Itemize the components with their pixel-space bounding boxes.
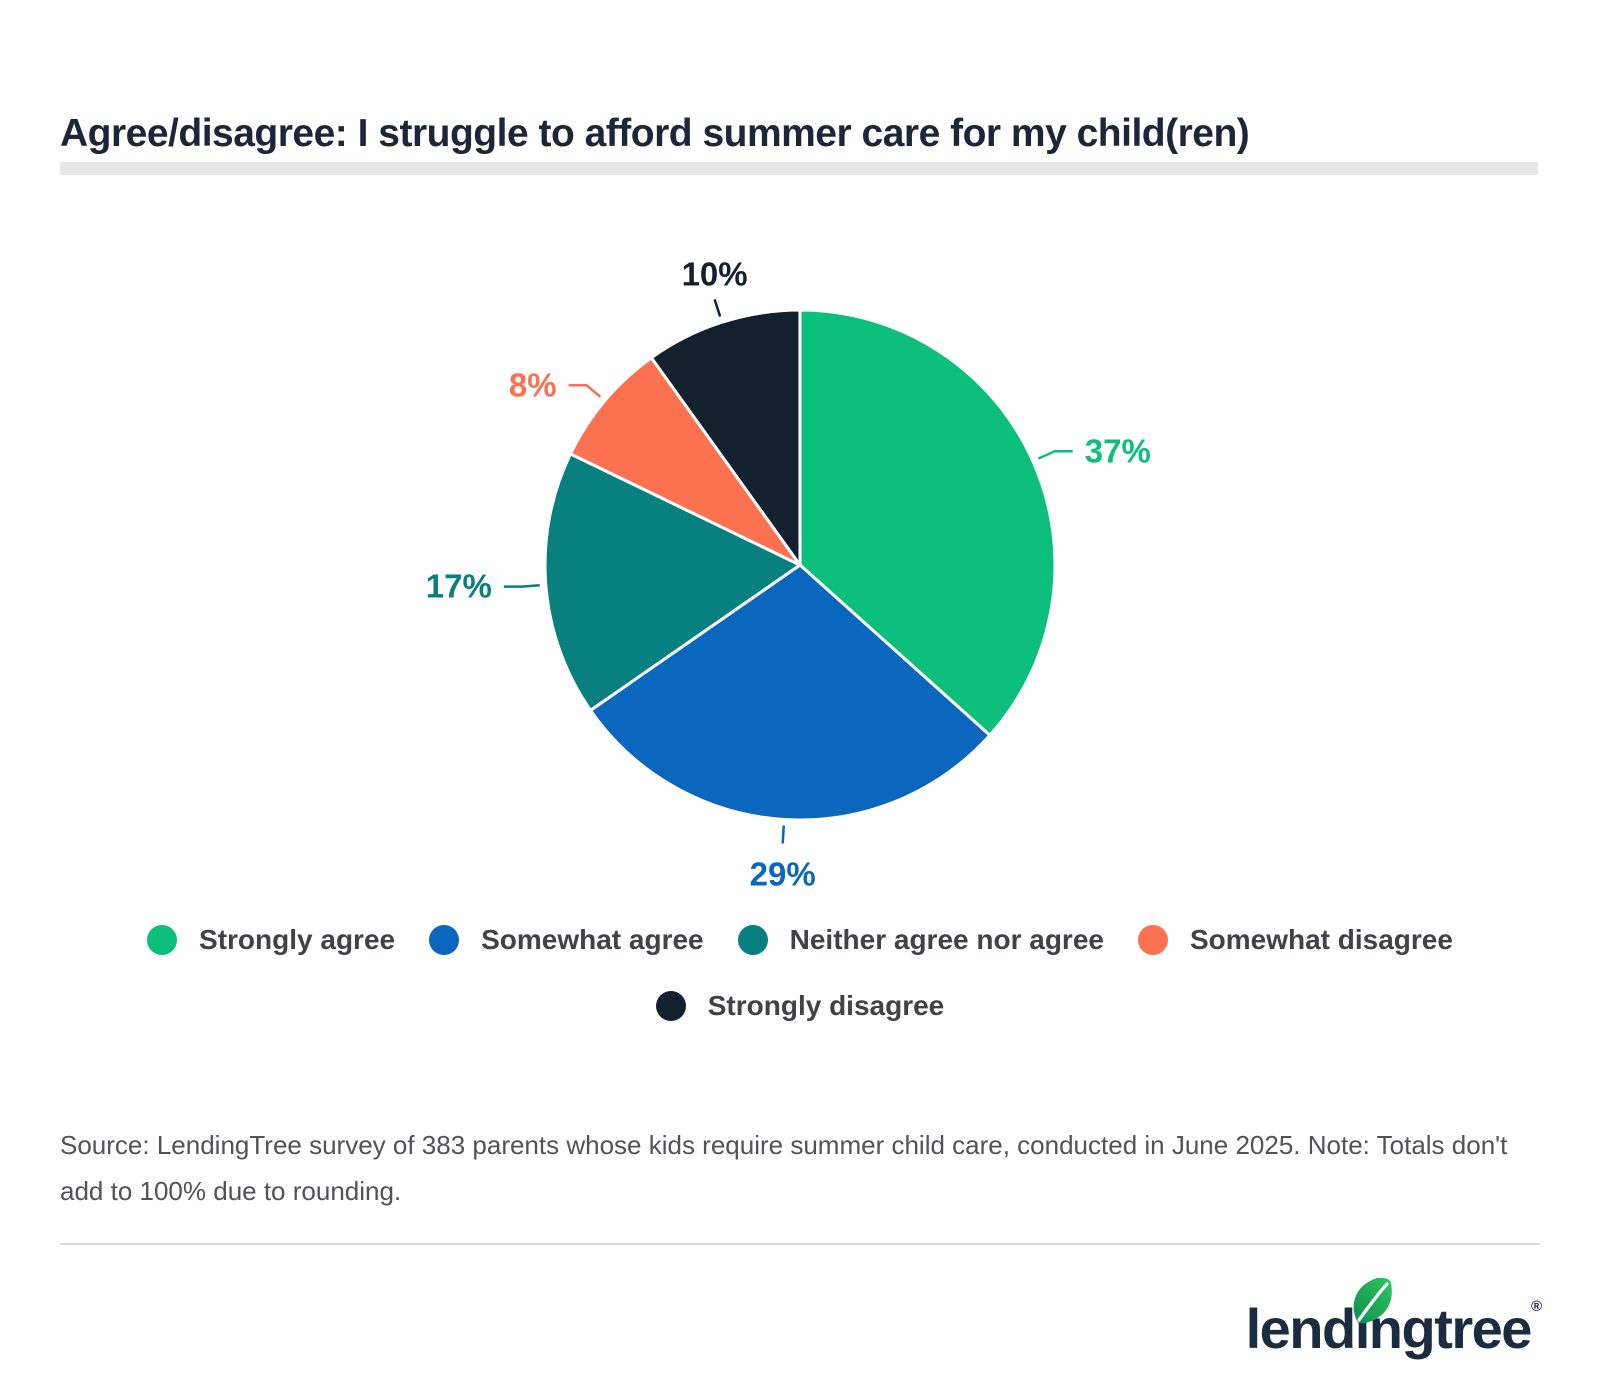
legend: Strongly agree Somewhat agree Neither agre… <box>0 924 1600 1022</box>
legend-item-somewhat-disagree[interactable]: Somewhat disagree <box>1137 924 1453 956</box>
legend-dot-strongly-agree <box>147 925 178 955</box>
source-note: Source: LendingTree survey of 383 parent… <box>60 1130 1508 1206</box>
pie-slice-somewhat-disagree[interactable] <box>568 356 802 567</box>
slice-value-label-somewhat-disagree: 8% <box>509 366 557 403</box>
lendingtree-logo: lendı ngtree® <box>1245 1277 1542 1366</box>
title-underline-bar <box>60 162 1538 175</box>
legend-label-somewhat-agree: Somewhat agree <box>481 924 704 955</box>
logo-i-wrap: ı <box>1353 1277 1392 1361</box>
legend-dot-neither-agree-nor-agree <box>737 925 768 955</box>
legend-dot-strongly-disagree <box>655 991 686 1021</box>
legend-row-1: Strongly agree Somewhat agree Neither agre… <box>147 924 1453 956</box>
legend-dot-somewhat-agree <box>429 925 460 955</box>
label-connector-neither-agree-nor-agree <box>503 584 540 588</box>
legend-item-strongly-disagree[interactable]: Strongly disagree <box>655 990 945 1022</box>
logo-text-lend: lend <box>1245 1297 1357 1360</box>
legend-label-somewhat-disagree: Somewhat disagree <box>1189 924 1453 955</box>
label-connector-strongly-disagree <box>713 299 722 317</box>
legend-label-strongly-agree: Strongly agree <box>199 924 396 955</box>
pie-slice-neither-agree-nor-agree[interactable] <box>543 452 802 712</box>
label-connector-strongly-agree <box>1037 450 1073 460</box>
logo-text: lendı ngtree <box>1245 1277 1533 1361</box>
pie-slice-strongly-disagree[interactable] <box>649 308 802 567</box>
pie-slice-somewhat-agree[interactable] <box>588 563 992 822</box>
footer-divider <box>60 1243 1540 1245</box>
chart-title: Agree/disagree: I struggle to afford sum… <box>60 112 1250 156</box>
legend-item-somewhat-agree[interactable]: Somewhat agree <box>429 924 704 956</box>
legend-label-neither-agree-nor-agree: Neither agree nor agree <box>789 924 1104 955</box>
legend-dot-somewhat-disagree <box>1137 925 1168 955</box>
registered-mark: ® <box>1530 1298 1542 1315</box>
legend-label-strongly-disagree: Strongly disagree <box>707 990 945 1021</box>
legend-item-neither-agree-nor-agree[interactable]: Neither agree nor agree <box>737 924 1104 956</box>
slice-value-label-neither-agree-nor-agree: 17% <box>426 568 492 605</box>
legend-row-2: Strongly disagree <box>655 990 945 1022</box>
slice-value-label-strongly-disagree: 10% <box>682 255 748 292</box>
slice-value-label-strongly-agree: 37% <box>1085 432 1151 469</box>
slice-value-label-somewhat-agree: 29% <box>750 855 816 892</box>
leaf-icon <box>1353 1277 1392 1324</box>
logo-text-ngtree: ngtree <box>1368 1297 1533 1360</box>
legend-item-strongly-agree[interactable]: Strongly agree <box>147 924 395 956</box>
pie-chart: 37% 29% 17% 8% 10% <box>426 255 1151 892</box>
label-connector-somewhat-disagree <box>568 384 602 398</box>
pie-slice-strongly-agree[interactable] <box>798 308 1057 737</box>
label-connector-somewhat-agree <box>781 825 786 844</box>
